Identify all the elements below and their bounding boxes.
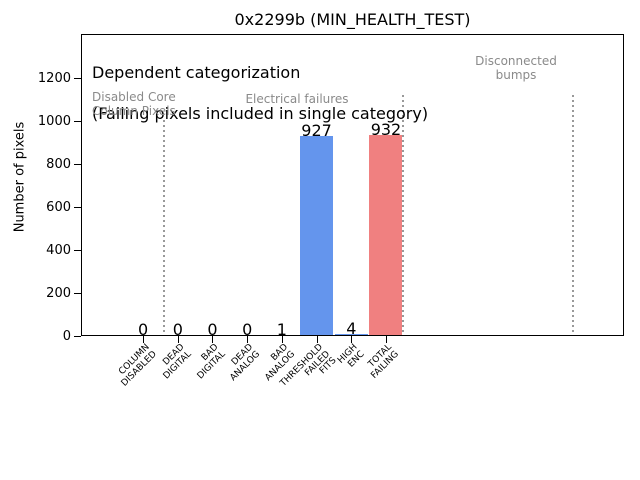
y-tick-mark xyxy=(74,164,81,166)
bar-value-label: 0 xyxy=(172,319,183,339)
separator-dotted-line xyxy=(571,95,574,335)
y-tick-label: 200 xyxy=(46,285,71,301)
y-tick-label: 400 xyxy=(46,242,71,258)
x-tick-mark xyxy=(317,336,318,343)
chart-title: 0x2299b (MIN_HEALTH_TEST) xyxy=(234,10,471,29)
x-tick-label: COLUMN DISABLED xyxy=(116,342,159,389)
x-tick-mark xyxy=(247,336,248,343)
x-tick-mark xyxy=(351,336,352,343)
x-tick-mark xyxy=(143,336,144,343)
x-tick-label: DEAD ANALOG xyxy=(228,342,263,383)
separator-dotted-line xyxy=(401,95,404,335)
y-tick-mark xyxy=(74,78,81,80)
bar-value-label: 932 xyxy=(370,119,402,139)
bar-value-label: 1 xyxy=(276,319,287,339)
bar-value-label: 4 xyxy=(346,318,357,338)
separator-dotted-line xyxy=(162,119,165,335)
y-tick-label: 1000 xyxy=(37,114,71,130)
bar xyxy=(335,334,368,335)
bar-value-label: 0 xyxy=(207,319,218,339)
bar-value-label: 927 xyxy=(301,120,332,140)
y-tick-mark xyxy=(74,335,81,337)
y-tick-mark xyxy=(74,121,81,123)
annotation-disabled-core-column-pixels: Disabled Core Column Pixels xyxy=(92,90,176,118)
bar xyxy=(300,136,333,335)
y-tick-label: 0 xyxy=(62,328,71,344)
y-tick-mark xyxy=(74,249,81,251)
y-tick-mark xyxy=(74,206,81,208)
annotation-dependent-categorization: Dependent categorization (Failing pixels… xyxy=(92,42,428,145)
x-tick-mark xyxy=(386,336,387,343)
annotation-disconnected-bumps: Disconnected bumps xyxy=(475,54,557,82)
x-tick-label: TOTAL FAILING xyxy=(367,342,402,381)
y-tick-mark xyxy=(74,292,81,294)
x-tick-label: BAD DIGITAL xyxy=(195,342,228,381)
x-tick-label: DEAD DIGITAL xyxy=(160,342,193,381)
x-tick-label: HIGH ENC xyxy=(336,342,367,370)
bar-value-label: 0 xyxy=(242,319,253,339)
annotation-dependent-line2: (Failing pixels included in single categ… xyxy=(92,103,429,123)
annotation-electrical-failures: Electrical failures xyxy=(245,92,349,106)
bar-value-label: 0 xyxy=(138,319,149,339)
y-tick-label: 800 xyxy=(46,157,71,173)
bar xyxy=(369,135,402,335)
y-tick-label: 1200 xyxy=(37,71,71,87)
x-tick-mark xyxy=(282,336,283,343)
x-tick-mark xyxy=(178,336,179,343)
y-axis-label: Number of pixels xyxy=(12,121,28,233)
x-tick-mark xyxy=(212,336,213,343)
annotation-dependent-line1: Dependent categorization xyxy=(92,62,301,82)
plot-area xyxy=(81,34,624,336)
y-tick-label: 600 xyxy=(46,199,71,215)
